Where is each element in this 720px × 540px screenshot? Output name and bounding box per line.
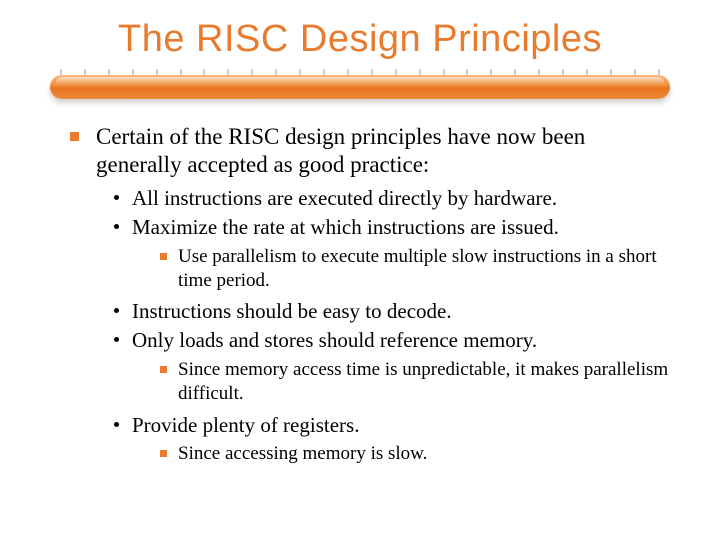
- bullet-subsub-parallelism: Use parallelism to execute multiple slow…: [160, 245, 670, 293]
- bullet-subsub-registers: Since accessing memory is slow.: [160, 442, 670, 466]
- bullet-sub-1: Maximize the rate at which instructions …: [114, 214, 670, 292]
- bullet-sub-1-text: Maximize the rate at which instructions …: [132, 215, 559, 239]
- bullet-sub-2-text: Instructions should be easy to decode.: [132, 299, 452, 323]
- bullet-sub-4-text: Provide plenty of registers.: [132, 413, 359, 437]
- slide: The RISC Design Principles Certain of th…: [0, 0, 720, 540]
- title-separator-bar: [50, 75, 670, 99]
- bullet-subsub-parallelism-text: Use parallelism to execute multiple slow…: [178, 246, 657, 291]
- bullet-sub-3-text: Only loads and stores should reference m…: [132, 328, 537, 352]
- bullet-subsub-memory-text: Since memory access time is unpredictabl…: [178, 359, 668, 404]
- bullet-sub-4: Provide plenty of registers. Since acces…: [114, 412, 670, 467]
- bullet-sub-0: All instructions are executed directly b…: [114, 185, 670, 212]
- bullet-sub-0-text: All instructions are executed directly b…: [132, 186, 557, 210]
- bullet-subsub-memory: Since memory access time is unpredictabl…: [160, 358, 670, 406]
- bullet-subsub-registers-text: Since accessing memory is slow.: [178, 443, 427, 464]
- bullet-sub-2: Instructions should be easy to decode.: [114, 298, 670, 325]
- orange-bar: [50, 75, 670, 99]
- content-area: Certain of the RISC design principles ha…: [50, 123, 670, 466]
- bullet-main-text: Certain of the RISC design principles ha…: [96, 124, 585, 177]
- slide-title: The RISC Design Principles: [50, 18, 670, 61]
- bullet-main: Certain of the RISC design principles ha…: [70, 123, 670, 466]
- bullet-sub-3: Only loads and stores should reference m…: [114, 327, 670, 405]
